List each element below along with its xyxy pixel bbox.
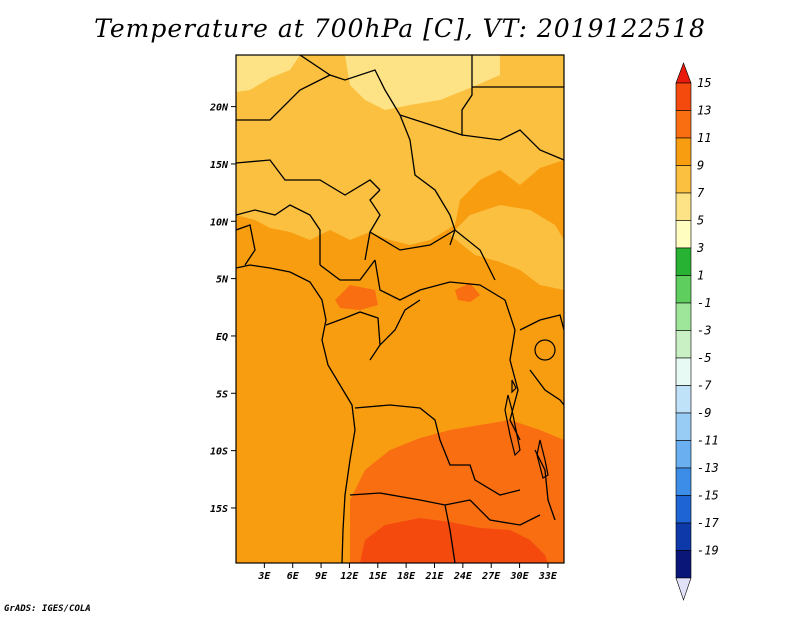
border-sahara-2 bbox=[236, 74, 331, 121]
border-sahara-3 bbox=[236, 159, 381, 196]
field-7-9-north bbox=[236, 55, 564, 245]
colorbar-swatch bbox=[675, 440, 692, 469]
x-tick-label: 21E bbox=[424, 571, 444, 582]
colorbar-swatch bbox=[675, 192, 692, 221]
y-tick-label: 15S bbox=[210, 504, 228, 515]
border-namibia-botswana bbox=[444, 504, 456, 563]
x-tick-label: 33E bbox=[538, 571, 558, 582]
x-tick-label: 27E bbox=[481, 571, 501, 582]
x-tick-label: 30E bbox=[510, 571, 530, 582]
border-east-africa bbox=[519, 314, 564, 331]
colorbar-swatch bbox=[675, 330, 692, 359]
x-tick-label: 12E bbox=[340, 571, 359, 582]
colorbar-label: -3 bbox=[697, 324, 711, 338]
credit-text: GrADS: IGES/COLA bbox=[4, 604, 91, 614]
colorbar: 15 13 11 9 7 5 3 1 -1 -3 -5 -7 -9 -11 -13 -15 -17 -19 bbox=[675, 62, 719, 601]
lake-victoria bbox=[534, 339, 556, 361]
colorbar-label: 13 bbox=[697, 104, 711, 118]
colorbar-label: 1 bbox=[697, 269, 704, 283]
colorbar-swatch bbox=[675, 137, 692, 166]
colorbar-swatch bbox=[675, 275, 692, 304]
y-tick-label: 15N bbox=[210, 160, 229, 171]
y-tick-label: 5S bbox=[216, 389, 228, 400]
y-axis: 20N 15N 10N 5N EQ 5S 10S 15S bbox=[209, 103, 236, 515]
x-tick-label: 6E bbox=[287, 571, 300, 582]
chart-title: Temperature at 700hPa [C], VT: 201912251… bbox=[94, 14, 706, 43]
y-tick-label: 20N bbox=[209, 103, 229, 114]
colorbar-swatch bbox=[675, 110, 692, 139]
x-tick-label: 3E bbox=[257, 571, 271, 582]
colorbar-swatch bbox=[675, 467, 692, 496]
colorbar-label: -9 bbox=[697, 406, 711, 420]
lake-malawi bbox=[536, 439, 549, 479]
colorbar-swatch bbox=[675, 302, 692, 331]
colorbar-label: -1 bbox=[697, 296, 711, 310]
field-7-9-east bbox=[450, 205, 564, 290]
y-tick-label: 5N bbox=[216, 275, 229, 286]
field-5-7-nw bbox=[236, 55, 300, 92]
x-axis: 3E 6E 9E 12E 15E 18E 21E 24E 27E 30E 33E bbox=[257, 563, 558, 582]
border-sahara-1 bbox=[299, 55, 473, 136]
colorbar-label: -7 bbox=[697, 379, 712, 393]
colorbar-swatch bbox=[675, 385, 692, 414]
colorbar-swatch bbox=[675, 495, 692, 524]
colorbar-label: -15 bbox=[697, 489, 719, 503]
border-gabon bbox=[325, 311, 381, 361]
x-tick-label: 18E bbox=[397, 571, 416, 582]
colorbar-swatch bbox=[675, 357, 692, 386]
colorbar-label: 7 bbox=[697, 186, 705, 200]
x-tick-label: 9E bbox=[315, 571, 328, 582]
border-tanzania bbox=[529, 369, 564, 406]
colorbar-label: -13 bbox=[697, 461, 719, 475]
colorbar-label: 3 bbox=[696, 241, 704, 255]
colorbar-top-arrow bbox=[675, 62, 692, 84]
border-west-1 bbox=[236, 224, 256, 266]
border-sudan-east bbox=[461, 129, 564, 161]
colorbar-label: -19 bbox=[697, 544, 719, 558]
colorbar-swatch bbox=[675, 247, 692, 276]
y-tick-label: 10S bbox=[210, 447, 228, 458]
country-borders bbox=[236, 55, 564, 563]
field-11-13-patch2 bbox=[455, 283, 480, 302]
colorbar-label: 5 bbox=[697, 214, 704, 228]
field-11-13-patch bbox=[335, 285, 378, 310]
border-lake-chad bbox=[364, 189, 381, 261]
colorbar-label: -11 bbox=[697, 434, 719, 448]
colorbar-label: 11 bbox=[697, 131, 711, 145]
y-tick-label: EQ bbox=[216, 332, 228, 343]
field-13-15-south bbox=[360, 518, 548, 563]
field-5-7-north bbox=[345, 55, 500, 110]
colorbar-label: -5 bbox=[697, 351, 711, 365]
x-tick-label: 15E bbox=[369, 571, 388, 582]
colorbar-swatch bbox=[675, 550, 692, 579]
map-frame bbox=[235, 54, 565, 564]
colorbar-swatch bbox=[675, 82, 692, 111]
coastline-west bbox=[236, 264, 356, 563]
border-nigeria bbox=[236, 204, 321, 265]
colorbar-label: 15 bbox=[697, 76, 711, 90]
border-congo-drc bbox=[379, 299, 421, 346]
y-tick-label: 10N bbox=[210, 217, 229, 228]
border-car-south bbox=[374, 259, 506, 301]
border-drc-east bbox=[504, 299, 521, 441]
temperature-field bbox=[236, 55, 564, 563]
lake-kivu bbox=[511, 379, 517, 394]
border-drc-angola bbox=[354, 404, 521, 496]
border-zambia-zim bbox=[469, 499, 541, 526]
border-malawi bbox=[534, 449, 556, 521]
colorbar-swatch bbox=[675, 220, 692, 249]
x-tick-label: 24E bbox=[453, 571, 473, 582]
colorbar-swatch bbox=[675, 165, 692, 194]
border-cameroon bbox=[319, 259, 376, 281]
border-car-north bbox=[369, 229, 496, 281]
lake-tanganyika bbox=[504, 394, 521, 457]
colorbar-bottom-arrow bbox=[675, 577, 692, 601]
lakes bbox=[504, 339, 556, 479]
colorbar-label: -17 bbox=[697, 516, 719, 530]
colorbar-label: 9 bbox=[697, 159, 704, 173]
colorbar-swatch bbox=[675, 522, 692, 551]
border-angola-namibia bbox=[349, 492, 471, 506]
colorbar-swatch bbox=[675, 412, 692, 441]
